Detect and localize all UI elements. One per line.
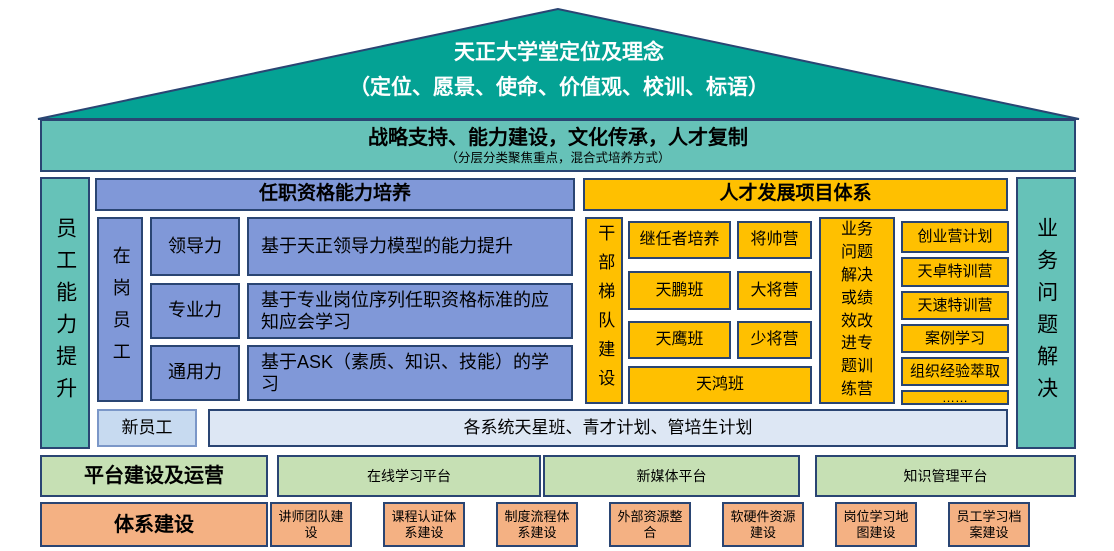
banner-subtitle: （分层分类聚焦重点，混合式培养方式） [445, 150, 671, 165]
program-jiangshuai-camp: 将帅营 [737, 221, 812, 259]
on-job-employee-column: 在岗员工 [97, 217, 143, 402]
sidebar-business-problem: 业务问题解决 [1016, 177, 1076, 449]
training-camp-column: 业务问题解决或绩效改进专题训练营 [819, 217, 895, 404]
program-dajiang-camp: 大将营 [737, 271, 812, 310]
capability-desc-leadership: 基于天正领导力模型的能力提升 [247, 217, 573, 276]
roof-title: 天正大学堂定位及理念 [454, 41, 664, 64]
platform-online-learning: 在线学习平台 [277, 455, 541, 497]
system-employee-learning-archive: 员工学习档案建设 [948, 502, 1030, 547]
capability-desc-general: 基于ASK（素质、知识、技能）的学习 [247, 345, 573, 401]
side-program-experience-extraction: 组织经验萃取 [901, 357, 1009, 386]
sidebar-employee-capability-label: 员工能力提升 [53, 217, 77, 409]
roof-subtitle: （定位、愿景、使命、价值观、校训、标语） [349, 76, 769, 99]
program-tianying-class: 天鹰班 [628, 321, 731, 359]
capability-label-professional: 专业力 [150, 283, 240, 339]
program-tianhong-class: 天鸿班 [628, 366, 812, 404]
program-shaojiang-camp: 少将营 [737, 321, 812, 359]
cadre-ladder-label: 干部梯队建设 [595, 223, 615, 398]
system-job-learning-map: 岗位学习地图建设 [835, 502, 917, 547]
side-program-case-study: 案例学习 [901, 324, 1009, 353]
side-program-startup-camp: 创业营计划 [901, 221, 1009, 253]
system-process-system: 制度流程体系建设 [496, 502, 578, 547]
platform-knowledge-management: 知识管理平台 [815, 455, 1076, 497]
system-external-resources: 外部资源整合 [609, 502, 691, 547]
roof-title-block: 天正大学堂定位及理念 （定位、愿景、使命、价值观、校训、标语） [40, 36, 1078, 101]
training-camp-label: 业务问题解决或绩效改进专题训练营 [841, 221, 874, 399]
side-program-tianzhuo-camp: 天卓特训营 [901, 257, 1009, 287]
system-course-certification: 课程认证体系建设 [383, 502, 465, 547]
system-hardware-software: 软硬件资源建设 [722, 502, 804, 547]
system-trainer-team: 讲师团队建设 [270, 502, 352, 547]
on-job-employee-label: 在岗员工 [110, 245, 131, 374]
capability-desc-professional: 基于专业岗位序列任职资格标准的应知应会学习 [247, 283, 573, 339]
qualification-header: 任职资格能力培养 [95, 178, 575, 211]
side-program-ellipsis: …… [901, 390, 1009, 405]
new-staff-label-box: 新员工 [97, 409, 197, 447]
program-tianpeng-class: 天鹏班 [628, 271, 731, 310]
platform-header: 平台建设及运营 [40, 455, 268, 497]
strategy-banner: 战略支持、能力建设，文化传承，人才复制 （分层分类聚焦重点，混合式培养方式） [40, 119, 1076, 172]
system-header: 体系建设 [40, 502, 268, 547]
sidebar-employee-capability: 员工能力提升 [40, 177, 90, 449]
cadre-ladder-column: 干部梯队建设 [585, 217, 623, 404]
talent-header: 人才发展项目体系 [583, 178, 1008, 211]
capability-label-leadership: 领导力 [150, 217, 240, 276]
program-successor-training: 继任者培养 [628, 221, 731, 259]
banner-title: 战略支持、能力建设，文化传承，人才复制 [368, 126, 748, 149]
platform-new-media: 新媒体平台 [543, 455, 800, 497]
sidebar-business-problem-label: 业务问题解决 [1034, 217, 1058, 409]
new-staff-programs-box: 各系统天星班、青才计划、管培生计划 [208, 409, 1008, 447]
capability-label-general: 通用力 [150, 345, 240, 401]
side-program-tiansu-camp: 天速特训营 [901, 291, 1009, 320]
